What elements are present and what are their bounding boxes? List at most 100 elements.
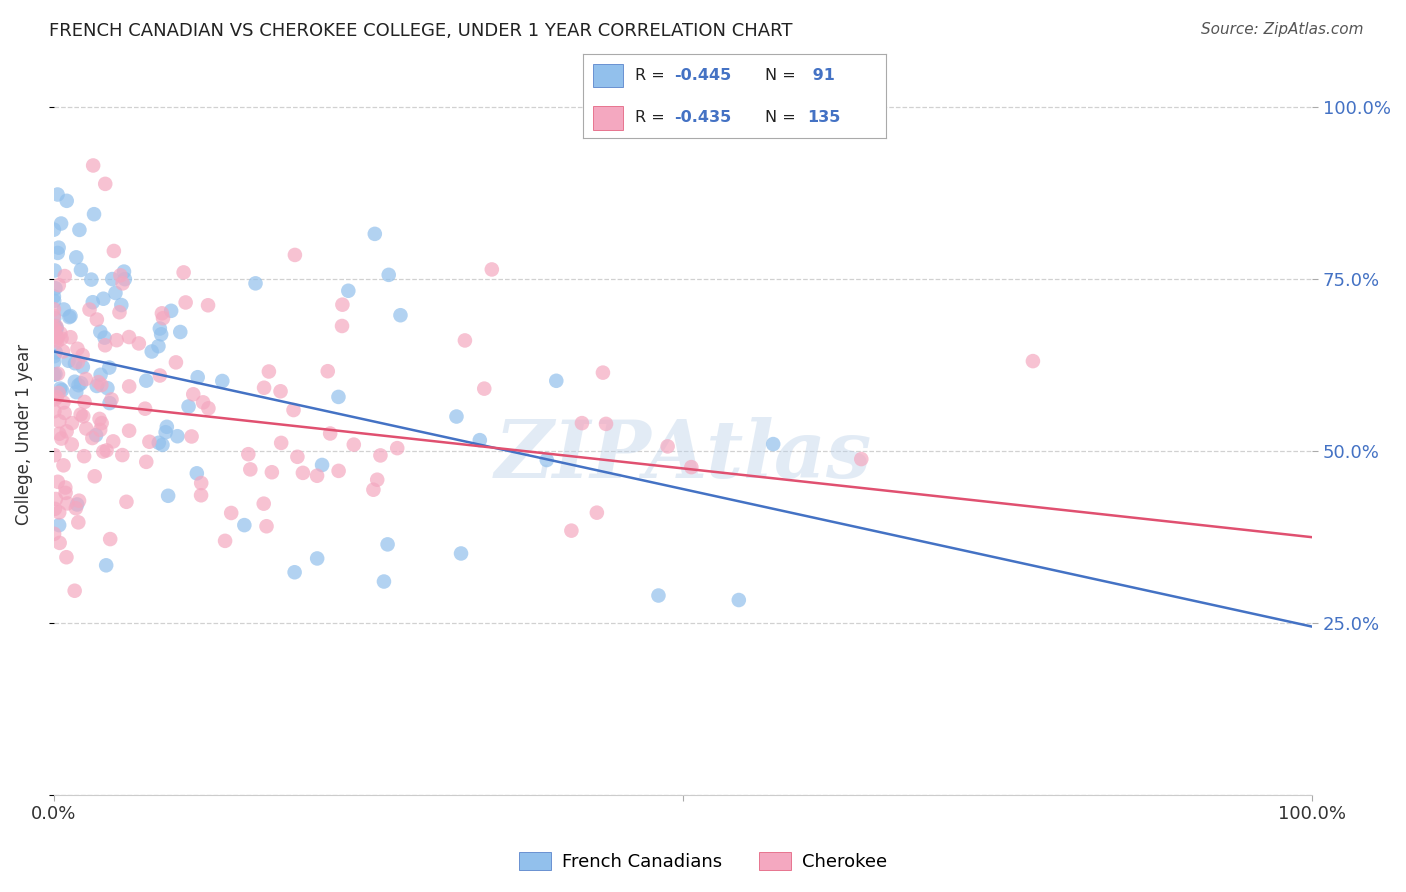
Point xyxy=(80,272,103,286)
Point xyxy=(63,375,86,389)
Point xyxy=(253,497,276,511)
Point xyxy=(42,222,65,236)
Point xyxy=(592,366,614,380)
Point xyxy=(59,330,82,344)
Point xyxy=(233,518,256,533)
FancyBboxPatch shape xyxy=(592,106,623,130)
Point xyxy=(67,378,90,392)
Point xyxy=(82,295,104,310)
Point xyxy=(181,387,204,401)
Point xyxy=(44,318,66,333)
Point xyxy=(48,536,70,550)
Point xyxy=(135,374,157,388)
Point xyxy=(135,455,157,469)
Point xyxy=(311,458,333,472)
Point xyxy=(104,285,127,300)
Point xyxy=(96,381,118,395)
Point xyxy=(73,449,96,463)
Point xyxy=(83,469,105,483)
Point xyxy=(45,322,67,336)
Text: R =: R = xyxy=(636,68,669,83)
Point xyxy=(45,345,67,359)
Point xyxy=(197,298,219,312)
Point xyxy=(65,250,87,264)
Text: -0.445: -0.445 xyxy=(675,68,731,83)
Point xyxy=(180,429,202,443)
Point xyxy=(239,462,262,476)
Point xyxy=(238,447,260,461)
Point xyxy=(307,468,329,483)
Point xyxy=(100,392,122,407)
Point xyxy=(851,452,873,467)
Point xyxy=(49,382,72,396)
Point xyxy=(681,460,703,475)
Point xyxy=(86,312,108,326)
Point xyxy=(307,551,329,566)
Point xyxy=(173,265,195,279)
Point xyxy=(46,475,69,489)
Point xyxy=(148,339,170,353)
Point xyxy=(79,302,101,317)
Point xyxy=(48,518,70,533)
Point xyxy=(42,302,65,317)
Y-axis label: College, Under 1 year: College, Under 1 year xyxy=(15,343,32,524)
Point xyxy=(454,334,477,348)
Point xyxy=(186,467,208,481)
Point xyxy=(316,364,339,378)
Point xyxy=(330,318,353,333)
Point xyxy=(103,244,125,258)
Point xyxy=(59,309,82,323)
Point xyxy=(44,501,66,516)
Point xyxy=(53,481,76,495)
Point xyxy=(110,298,132,312)
Point xyxy=(169,325,191,339)
Point xyxy=(60,416,83,430)
Point xyxy=(560,524,582,538)
Point xyxy=(190,488,212,502)
Point xyxy=(56,496,79,510)
Point xyxy=(46,246,69,260)
Point xyxy=(94,338,117,352)
Point xyxy=(115,495,138,509)
Text: FRENCH CANADIAN VS CHEROKEE COLLEGE, UNDER 1 YEAR CORRELATION CHART: FRENCH CANADIAN VS CHEROKEE COLLEGE, UND… xyxy=(49,22,793,40)
Text: N =: N = xyxy=(765,110,801,125)
Point xyxy=(48,505,70,519)
Point xyxy=(373,574,395,589)
Point xyxy=(89,412,111,426)
Point xyxy=(46,367,69,381)
Point xyxy=(52,344,75,359)
Point xyxy=(53,269,76,284)
Point xyxy=(60,437,83,451)
Point xyxy=(55,194,77,208)
Point xyxy=(160,303,183,318)
Point xyxy=(328,464,350,478)
Point xyxy=(187,370,209,384)
Point xyxy=(157,489,180,503)
Point xyxy=(155,425,177,440)
Point xyxy=(45,333,67,347)
FancyBboxPatch shape xyxy=(592,63,623,87)
Point xyxy=(45,320,67,334)
Point xyxy=(446,409,468,424)
Point xyxy=(55,550,77,565)
Point xyxy=(45,390,67,404)
Point xyxy=(1022,354,1045,368)
Point xyxy=(89,325,111,339)
Point xyxy=(253,381,276,395)
Point xyxy=(48,426,70,441)
Point xyxy=(256,519,278,533)
Point xyxy=(70,376,93,391)
Text: 91: 91 xyxy=(807,68,835,83)
Point xyxy=(536,453,558,467)
Point xyxy=(270,384,292,399)
Point xyxy=(657,439,679,453)
Point xyxy=(270,436,292,450)
Point xyxy=(46,334,69,349)
Text: -0.435: -0.435 xyxy=(675,110,731,125)
Legend: French Canadians, Cherokee: French Canadians, Cherokee xyxy=(512,845,894,879)
Point xyxy=(546,374,568,388)
Point xyxy=(128,336,150,351)
Point xyxy=(219,506,242,520)
Point xyxy=(52,458,75,473)
Point xyxy=(48,414,70,428)
